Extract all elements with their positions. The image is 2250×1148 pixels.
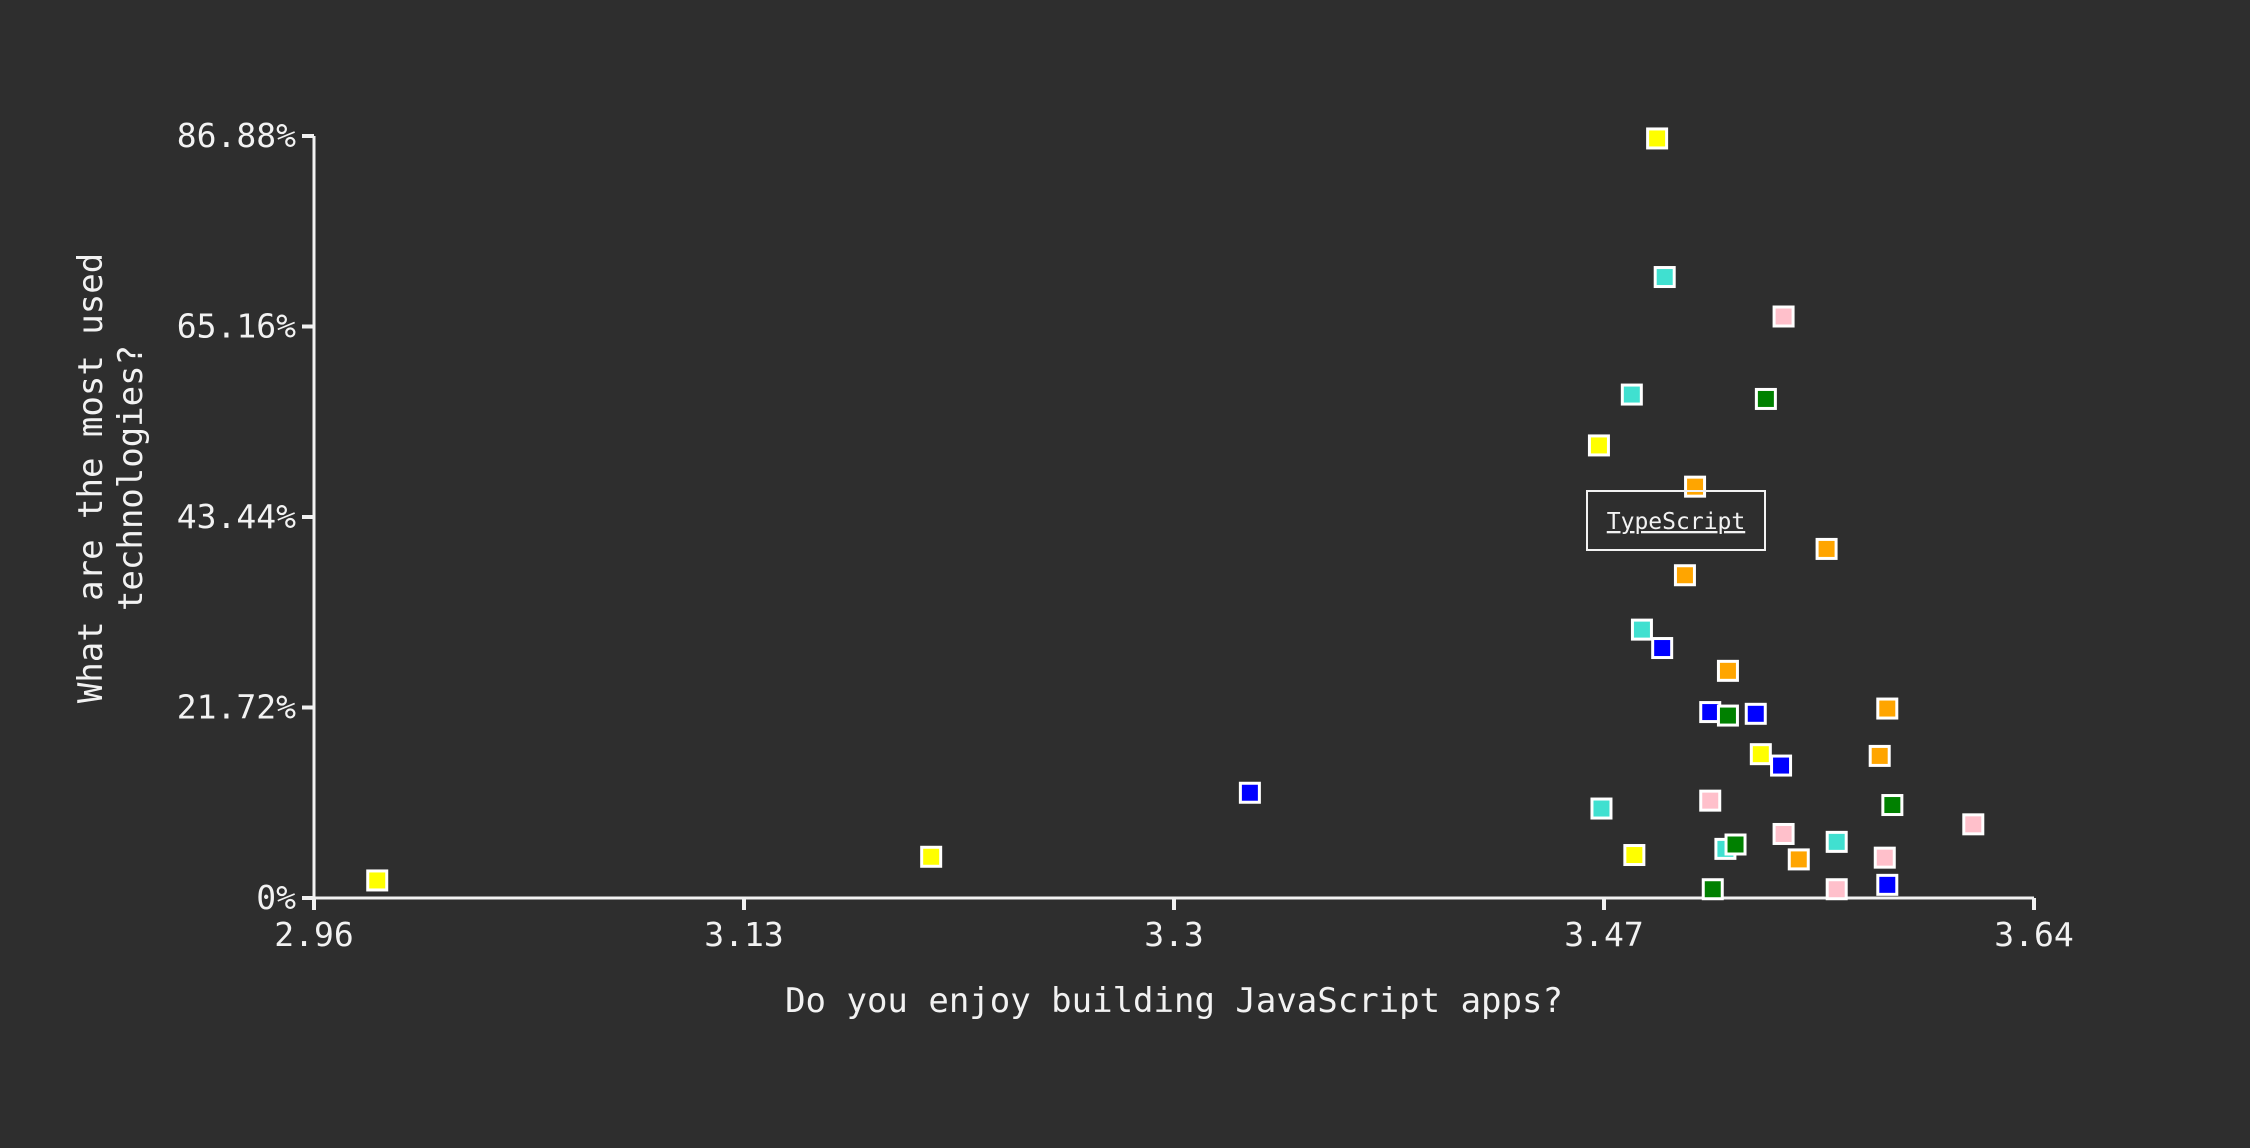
data-point[interactable] <box>1653 266 1676 289</box>
data-point[interactable] <box>1873 846 1896 869</box>
y-tick-label: 86.88% <box>177 116 296 155</box>
tooltip-label: TypeScript <box>1607 509 1745 535</box>
point-tooltip: TypeScript <box>1586 490 1766 551</box>
data-point[interactable] <box>1770 754 1793 777</box>
data-point[interactable] <box>1630 618 1653 641</box>
data-point[interactable] <box>1651 637 1674 660</box>
data-point[interactable] <box>1749 743 1772 766</box>
data-point[interactable] <box>920 845 943 868</box>
data-point[interactable] <box>1815 537 1838 560</box>
data-point[interactable] <box>1772 305 1795 328</box>
data-point[interactable] <box>1673 564 1696 587</box>
data-point[interactable] <box>1825 878 1848 901</box>
axes <box>312 136 2034 900</box>
data-point[interactable] <box>1787 848 1810 871</box>
data-point[interactable] <box>1868 744 1891 767</box>
data-points <box>366 127 1985 901</box>
data-point[interactable] <box>1699 701 1722 724</box>
data-point[interactable] <box>1620 383 1643 406</box>
y-axis-title-line-1: What are the most used <box>71 253 111 703</box>
data-point[interactable] <box>1587 434 1610 457</box>
data-point[interactable] <box>1701 878 1724 901</box>
data-point[interactable] <box>1716 659 1739 682</box>
data-point[interactable] <box>1825 830 1848 853</box>
data-point[interactable] <box>1772 822 1795 845</box>
data-point[interactable] <box>1744 702 1767 725</box>
data-point[interactable] <box>1238 781 1261 804</box>
y-tick-label: 21.72% <box>177 688 296 727</box>
data-point[interactable] <box>1716 704 1739 727</box>
y-tick-label: 0% <box>256 878 296 917</box>
x-axis-title: Do you enjoy building JavaScript apps? <box>785 981 1563 1021</box>
x-axis-ticks: 2.96 3.13 3.3 3.47 3.64 <box>274 898 2074 954</box>
y-tick-label: 43.44% <box>177 497 296 536</box>
tooltip-box <box>1586 490 1766 551</box>
data-point[interactable] <box>1646 127 1669 150</box>
x-tick-label: 2.96 <box>274 915 353 954</box>
y-axis-ticks: 0% 21.72% 43.44% 65.16% 86.88% <box>177 116 314 917</box>
x-tick-label: 3.64 <box>1994 915 2073 954</box>
y-tick-label: 65.16% <box>177 307 296 346</box>
data-point[interactable] <box>1876 697 1899 720</box>
data-point[interactable] <box>1962 813 1985 836</box>
data-point[interactable] <box>1684 475 1707 498</box>
data-point[interactable] <box>1590 797 1613 820</box>
y-axis-title: What are the most used technologies? <box>71 253 151 703</box>
data-point[interactable] <box>1754 387 1777 410</box>
data-point[interactable] <box>1623 844 1646 867</box>
data-point[interactable] <box>1699 789 1722 812</box>
data-point[interactable] <box>1876 873 1899 896</box>
x-tick-label: 3.3 <box>1144 915 1204 954</box>
data-point[interactable] <box>366 869 389 892</box>
x-tick-label: 3.13 <box>704 915 783 954</box>
data-point[interactable] <box>1724 833 1747 856</box>
x-tick-label: 3.47 <box>1564 915 1643 954</box>
data-point[interactable] <box>1881 794 1904 817</box>
y-axis-title-line-2: technologies? <box>111 345 151 611</box>
